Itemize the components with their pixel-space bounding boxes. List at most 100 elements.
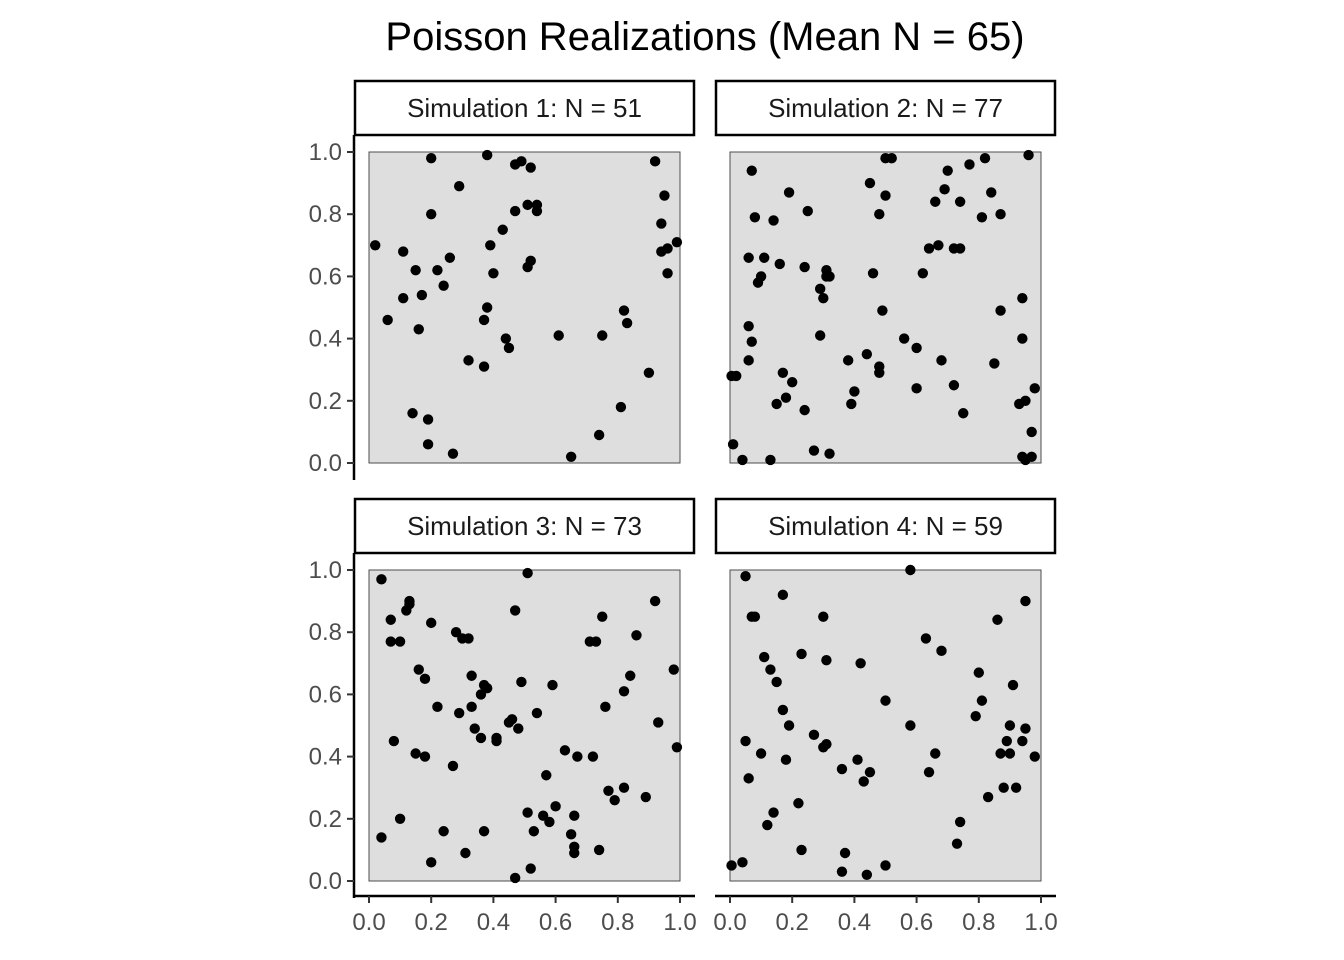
data-point: [864, 766, 876, 778]
data-point: [898, 333, 910, 344]
x-tick-label: 0.6: [539, 909, 572, 936]
data-point: [976, 695, 988, 706]
x-tick-label: 0.4: [477, 909, 510, 936]
data-point: [491, 735, 502, 747]
y-tick-label: 0.0: [309, 868, 342, 895]
data-point: [958, 408, 969, 419]
data-point: [976, 212, 988, 223]
data-point: [982, 791, 994, 803]
data-point: [762, 819, 773, 831]
data-point: [824, 448, 835, 459]
data-point: [509, 872, 521, 884]
data-point: [930, 196, 941, 207]
data-point: [948, 380, 960, 391]
data-point: [410, 264, 421, 276]
data-point: [438, 826, 449, 837]
facet-strip-label: Simulation 1: N = 51: [407, 93, 642, 123]
panel-background: [729, 569, 1042, 882]
data-point: [653, 717, 664, 728]
data-point: [1020, 395, 1031, 406]
data-point: [777, 704, 789, 716]
data-point: [466, 701, 477, 713]
data-point: [559, 745, 571, 756]
data-point: [796, 844, 807, 856]
facet-strip-label: Simulation 4: N = 59: [768, 511, 1003, 541]
data-point: [444, 252, 456, 263]
data-point: [917, 268, 929, 279]
data-point: [453, 181, 465, 192]
data-point: [649, 595, 661, 607]
data-point: [528, 826, 540, 837]
data-point: [460, 847, 471, 859]
data-point: [410, 748, 421, 759]
data-point: [995, 748, 1006, 759]
data-point: [382, 314, 393, 326]
data-point: [656, 218, 667, 229]
data-point: [565, 451, 577, 462]
data-point: [509, 605, 521, 616]
y-tick-label: 0.0: [309, 450, 342, 477]
facet-grid: Simulation 1: N = 510.00.20.40.60.81.0Si…: [309, 79, 1058, 936]
data-point: [593, 429, 605, 441]
data-point: [861, 869, 873, 880]
data-point: [659, 190, 670, 201]
data-point: [1001, 735, 1012, 747]
data-point: [911, 383, 922, 394]
data-point: [457, 633, 468, 644]
data-point: [954, 816, 966, 828]
data-point: [920, 633, 932, 644]
data-point: [911, 342, 922, 354]
data-point: [855, 658, 866, 669]
data-point: [615, 401, 627, 413]
data-point: [743, 252, 754, 263]
y-tick-label: 1.0: [309, 557, 342, 584]
data-point: [777, 589, 789, 601]
facet-panel-3: Simulation 3: N = 73 0.0 0.2 0.4 0.6 0.8 1.0 0.…: [309, 497, 697, 936]
data-point: [783, 187, 795, 198]
data-point: [877, 305, 888, 316]
data-point: [453, 707, 465, 719]
data-point: [404, 595, 415, 607]
data-point: [802, 205, 813, 217]
data-point: [858, 776, 869, 787]
data-point: [743, 320, 754, 332]
data-point: [923, 766, 935, 778]
data-point: [385, 636, 396, 647]
y-tick-label: 0.6: [309, 681, 342, 708]
data-point: [463, 355, 474, 366]
x-tick-label: 1.0: [663, 909, 696, 936]
data-point: [973, 667, 984, 678]
y-tick-label: 0.8: [309, 619, 342, 646]
data-point: [749, 212, 761, 223]
data-point: [1017, 735, 1028, 747]
panel-background: [368, 569, 681, 882]
y-tick-label: 0.8: [309, 201, 342, 228]
data-point: [516, 676, 527, 688]
data-point: [737, 857, 748, 868]
data-point: [964, 159, 975, 170]
data-point: [727, 439, 739, 450]
x-tick-label: 0.8: [601, 909, 634, 936]
data-point: [522, 807, 533, 818]
data-point: [600, 701, 611, 713]
data-point: [1004, 748, 1016, 759]
data-point: [771, 676, 782, 688]
data-point: [995, 305, 1006, 316]
data-point: [849, 386, 860, 397]
data-point: [874, 367, 885, 379]
data-point: [513, 723, 524, 734]
data-point: [413, 664, 424, 675]
data-point: [814, 283, 826, 295]
data-point: [1017, 333, 1028, 344]
data-point: [936, 645, 947, 657]
data-point: [759, 252, 770, 263]
x-tick-label: 0.6: [900, 909, 933, 936]
data-point: [726, 860, 737, 871]
data-point: [1023, 149, 1034, 161]
data-point: [796, 648, 807, 660]
facet-panel-1: Simulation 1: N = 51 0.0 0.2 0.4 0.6 0.8 1.0: [309, 79, 696, 480]
data-point: [998, 782, 1009, 793]
data-point: [768, 807, 779, 818]
data-point: [814, 330, 826, 341]
